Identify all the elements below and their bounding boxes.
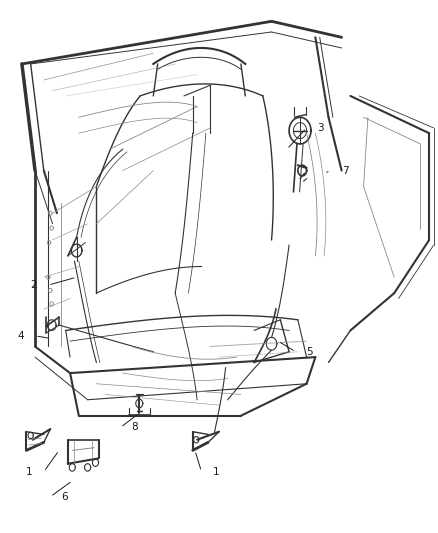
Text: 5: 5 [307, 347, 313, 357]
Text: 6: 6 [61, 492, 68, 502]
Text: 1: 1 [26, 467, 33, 477]
Text: 8: 8 [131, 423, 138, 432]
Text: 7: 7 [342, 166, 348, 175]
Text: 3: 3 [318, 123, 324, 133]
Text: 2: 2 [31, 280, 37, 290]
Text: 1: 1 [212, 467, 219, 477]
Text: 4: 4 [18, 331, 24, 341]
